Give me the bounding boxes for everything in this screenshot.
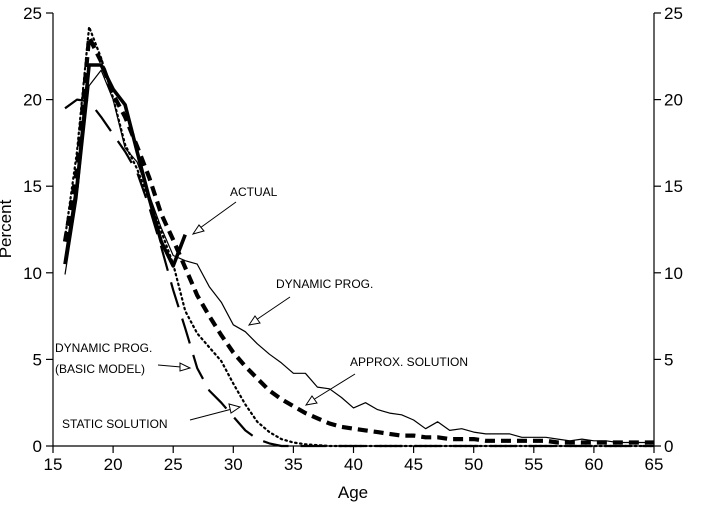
annotation-static-solution-label: STATIC SOLUTION bbox=[62, 417, 168, 431]
annotation-actual-label: ACTUAL bbox=[230, 185, 278, 199]
y-tick-label-right: 5 bbox=[664, 350, 673, 369]
annotation-actual-arrow-icon bbox=[191, 224, 205, 235]
y-tick-label-left: 20 bbox=[23, 91, 42, 110]
x-tick-label: 30 bbox=[224, 455, 243, 474]
x-axis-ticks: 15 20 25 30 35 40 45 50 55 60 65 bbox=[44, 446, 664, 474]
annotation-dynamic-prog-label: DYNAMIC PROG. bbox=[276, 277, 373, 291]
y-axis-title: Percent bbox=[0, 199, 15, 258]
annotation-dynamic-prog-leader bbox=[255, 296, 291, 321]
series-line-static-solution bbox=[63, 25, 656, 448]
y-axis-left-ticks: 0 5 10 15 20 25 bbox=[23, 4, 53, 456]
x-tick-label: 60 bbox=[584, 455, 603, 474]
annotation-basic-model-label-line2: (BASIC MODEL) bbox=[55, 362, 145, 376]
x-tick-label: 15 bbox=[44, 455, 63, 474]
y-tick-label-left: 15 bbox=[23, 177, 42, 196]
series-line-dynamic-prog-basic-model bbox=[64, 98, 654, 448]
x-axis-title: Age bbox=[338, 483, 368, 502]
y-tick-label-right: 25 bbox=[664, 4, 683, 23]
x-tick-label: 55 bbox=[524, 455, 543, 474]
x-tick-label: 40 bbox=[344, 455, 363, 474]
x-tick-label: 25 bbox=[164, 455, 183, 474]
series-layer bbox=[62, 25, 656, 448]
annotation-approx-solution: APPROX. SOLUTION bbox=[304, 355, 468, 406]
annotation-basic-model-arrow-icon bbox=[179, 362, 192, 372]
y-tick-label-right: 20 bbox=[664, 91, 683, 110]
y-tick-label-right: 10 bbox=[664, 264, 683, 283]
annotation-dynamic-prog: DYNAMIC PROG. bbox=[247, 277, 373, 326]
annotation-dynamic-prog-arrow-icon bbox=[247, 315, 261, 326]
y-tick-label-left: 25 bbox=[23, 4, 42, 23]
x-tick-label: 65 bbox=[645, 455, 664, 474]
annotation-static-solution-leader bbox=[189, 408, 233, 421]
y-axis-right-ticks: 0 5 10 15 20 25 bbox=[654, 4, 683, 456]
annotation-basic-model-leader bbox=[157, 364, 182, 368]
y-tick-label-left: 0 bbox=[33, 437, 42, 456]
y-tick-label-right: 15 bbox=[664, 177, 683, 196]
x-tick-label: 35 bbox=[284, 455, 303, 474]
x-tick-label: 20 bbox=[104, 455, 123, 474]
x-tick-label: 50 bbox=[464, 455, 483, 474]
x-tick-label: 45 bbox=[404, 455, 423, 474]
annotation-actual-leader bbox=[199, 201, 237, 229]
annotation-approx-solution-arrow-icon bbox=[304, 395, 318, 406]
y-tick-label-right: 0 bbox=[664, 437, 673, 456]
annotation-approx-solution-leader bbox=[312, 373, 356, 401]
annotation-static-solution-arrow-icon bbox=[228, 403, 242, 414]
annotation-approx-solution-label: APPROX. SOLUTION bbox=[350, 355, 468, 369]
annotation-static-solution: STATIC SOLUTION bbox=[62, 403, 242, 431]
y-tick-label-left: 10 bbox=[23, 264, 42, 283]
annotation-dynamic-prog-basic-model: DYNAMIC PROG. (BASIC MODEL) bbox=[55, 341, 192, 376]
annotation-actual: ACTUAL bbox=[191, 185, 278, 235]
series-line-approx-solution bbox=[62, 35, 654, 445]
series-line-dynamic-prog bbox=[64, 69, 654, 444]
series-line-actual bbox=[63, 63, 187, 268]
annotation-basic-model-label-line1: DYNAMIC PROG. bbox=[55, 341, 152, 355]
y-tick-label-left: 5 bbox=[33, 350, 42, 369]
